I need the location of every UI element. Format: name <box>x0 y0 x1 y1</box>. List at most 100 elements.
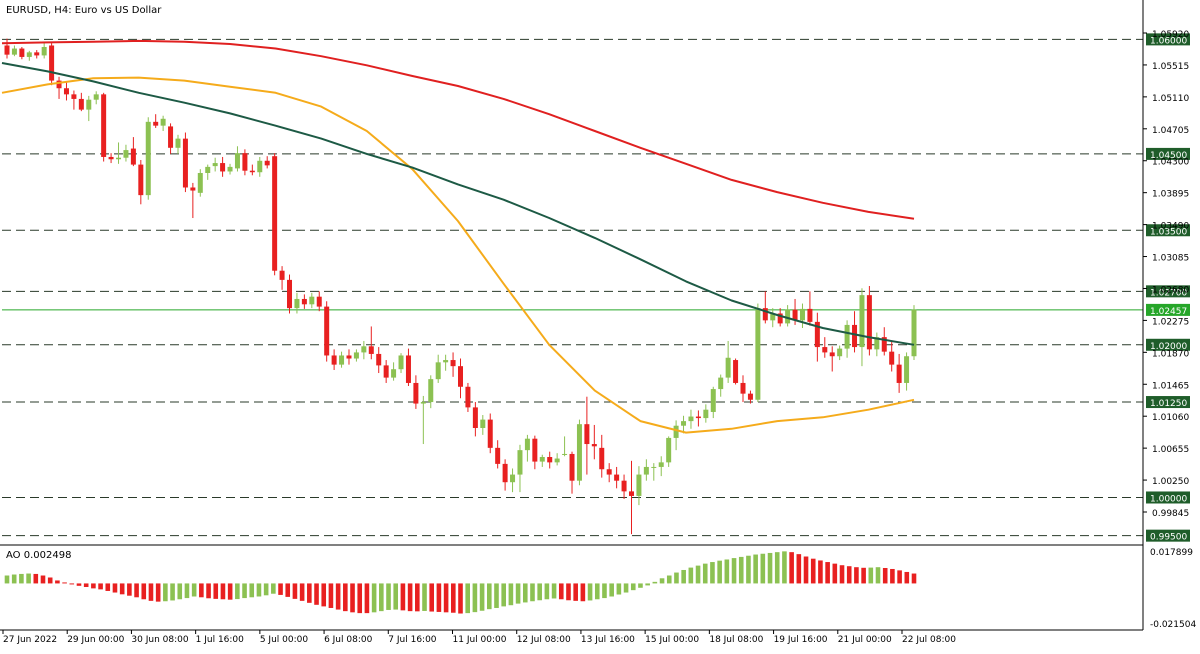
ao-bar <box>530 583 535 602</box>
ao-bar <box>422 583 427 611</box>
ao-bar <box>544 583 550 600</box>
candle-body <box>569 453 575 481</box>
level-label-box <box>1146 33 1190 46</box>
candle-body <box>785 309 791 324</box>
candle-body <box>11 48 17 55</box>
candle-body <box>339 355 345 365</box>
candle-body <box>606 469 612 475</box>
ao-bar <box>537 583 542 601</box>
ao-bar <box>343 583 348 612</box>
candle-body <box>591 444 597 447</box>
candle-body <box>472 407 478 429</box>
ao-bar <box>897 570 902 584</box>
candle-body <box>911 309 917 357</box>
candle-body <box>762 308 768 321</box>
ao-bar <box>184 583 190 599</box>
candle-body <box>502 463 508 483</box>
candle-body <box>391 369 397 378</box>
level-label: 1.01250 <box>1150 399 1187 409</box>
ao-bar <box>623 583 629 593</box>
ao-label: AO 0.002498 <box>6 550 71 561</box>
level-label-box <box>1146 529 1190 542</box>
ao-bar <box>11 574 17 584</box>
candle-body <box>383 365 389 378</box>
candle-body <box>294 298 300 309</box>
level-label-box <box>1146 396 1190 409</box>
candle-body <box>56 80 62 89</box>
candle-body <box>287 279 293 309</box>
ao-bar <box>199 583 204 598</box>
candle-body <box>740 382 746 394</box>
candle-body <box>353 352 359 359</box>
ao-bar <box>659 578 665 584</box>
time-tick-label: 5 Jul 00:00 <box>260 635 309 645</box>
ao-bar <box>861 567 866 584</box>
ao-bar <box>91 583 96 589</box>
candle-body <box>681 421 687 426</box>
ao-bar <box>328 583 334 608</box>
candle-body <box>78 98 84 110</box>
candle-body <box>168 126 174 148</box>
ao-bar <box>263 583 269 596</box>
ao-bar <box>292 583 298 599</box>
ao-bar <box>62 582 67 584</box>
ao-bar <box>666 575 672 584</box>
candle-body <box>435 362 441 380</box>
level-label-box <box>1146 338 1190 351</box>
candle-body <box>703 409 709 419</box>
ao-bar <box>47 577 53 584</box>
candle-body <box>673 425 679 438</box>
ao-bar <box>803 556 809 584</box>
candle-body <box>450 360 456 367</box>
candle-body <box>190 187 196 191</box>
candle-body <box>123 150 129 158</box>
ao-bar <box>415 583 420 612</box>
candle-body <box>130 148 136 165</box>
candle-body <box>532 438 538 462</box>
price-tick-label: 1.01465 <box>1152 381 1189 391</box>
candle-body <box>725 357 731 378</box>
candle-body <box>26 52 32 57</box>
ao-bar <box>890 568 895 584</box>
ao-bar <box>875 567 881 584</box>
ao-bar <box>98 583 103 590</box>
candle-body <box>212 163 218 167</box>
ao-bar <box>602 583 607 599</box>
candle-body <box>205 166 211 173</box>
candle-body <box>101 94 107 157</box>
ao-bar <box>846 566 852 584</box>
ao-bar <box>522 583 528 603</box>
candle-body <box>688 416 694 422</box>
ao-bar <box>33 573 39 584</box>
candle-body <box>777 313 783 324</box>
ao-bar <box>681 569 686 584</box>
ao-bar <box>191 583 197 597</box>
candle-body <box>547 457 553 463</box>
candle-body <box>517 450 523 475</box>
candle-body <box>710 389 716 412</box>
ma-mid-line <box>1 62 915 346</box>
ao-bar <box>494 583 499 608</box>
ao-bar <box>105 583 111 591</box>
time-tick-label: 27 Jun 2022 <box>3 635 57 645</box>
ao-bar <box>774 552 780 584</box>
candle-body <box>413 382 419 404</box>
candle-body <box>138 164 144 196</box>
price-tick-label: 1.02275 <box>1152 317 1189 327</box>
candle-body <box>844 324 850 349</box>
candle-body <box>770 313 776 321</box>
ao-bar <box>465 583 470 614</box>
ao-bar <box>148 583 154 601</box>
ao-bar <box>213 583 219 599</box>
candle-body <box>874 337 880 350</box>
ao-bar <box>242 583 247 599</box>
ao-bar <box>731 558 737 584</box>
candle-body <box>799 308 805 321</box>
ao-bar <box>393 583 399 610</box>
candle-body <box>829 352 835 357</box>
ao-bar <box>335 583 341 610</box>
candle-body <box>368 346 374 354</box>
candle-body <box>576 424 582 481</box>
